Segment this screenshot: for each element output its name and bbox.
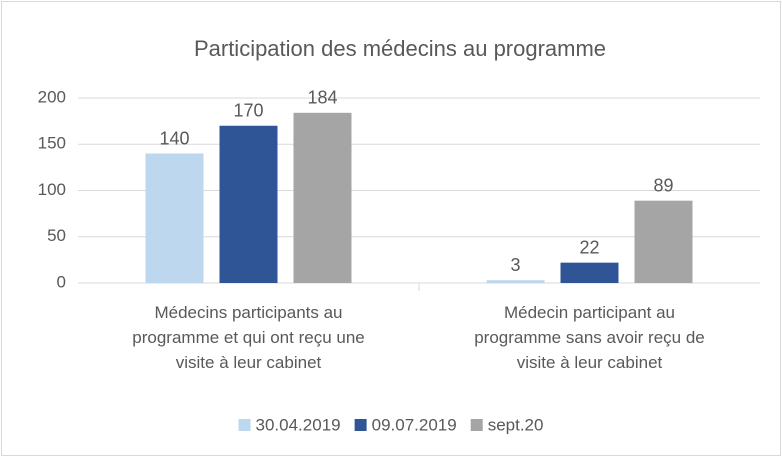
legend-swatch (354, 419, 367, 431)
bar (560, 262, 619, 283)
value-label: 170 (233, 101, 263, 121)
legend-swatch (470, 419, 483, 431)
legend-label: 09.07.2019 (372, 415, 457, 434)
bar (486, 280, 545, 283)
y-tick-label: 200 (38, 87, 66, 106)
x-tick-label: Médecins participants au programme et qu… (132, 303, 365, 372)
y-tick-label: 100 (38, 180, 66, 199)
y-tick-label: 50 (47, 226, 66, 245)
y-tick-label: 150 (38, 134, 66, 153)
value-label: 3 (510, 255, 520, 275)
y-tick-label: 0 (57, 272, 66, 291)
value-label: 89 (653, 175, 673, 195)
value-label: 184 (307, 88, 337, 108)
bar (634, 200, 693, 283)
value-label: 22 (579, 237, 599, 257)
chart-title: Participation des médecins au programme (194, 36, 606, 61)
legend-label: 30.04.2019 (256, 415, 341, 434)
bar (145, 153, 204, 283)
bar (293, 112, 352, 283)
legend-label: sept.20 (488, 415, 544, 434)
bar (219, 125, 278, 283)
legend-swatch (238, 419, 251, 431)
value-label: 140 (159, 128, 189, 148)
x-tick-label: Médecin participant au programme sans av… (474, 303, 705, 372)
